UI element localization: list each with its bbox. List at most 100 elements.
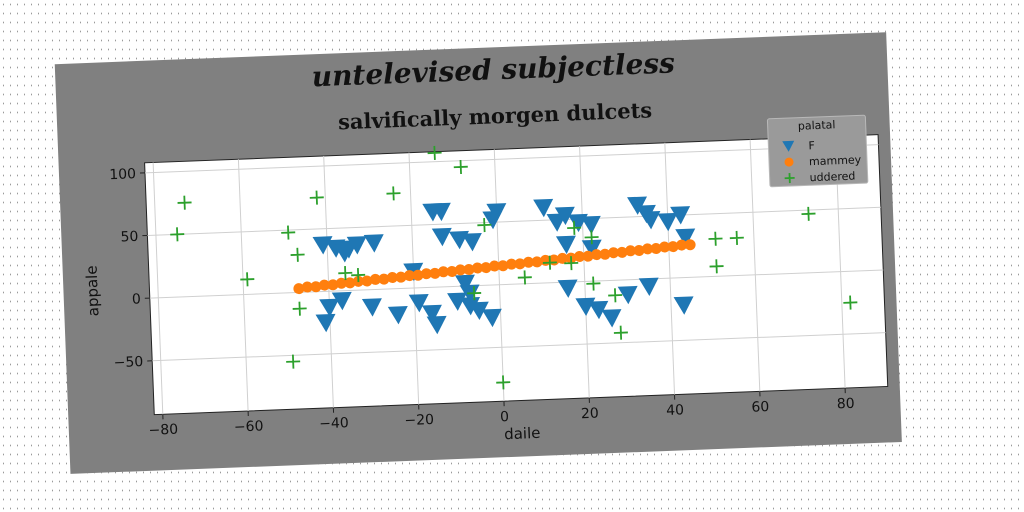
- data-point: [477, 218, 492, 233]
- data-point: [240, 272, 255, 287]
- y-tick-label: 100: [109, 166, 136, 183]
- data-point: [531, 256, 543, 268]
- legend-marker: [782, 140, 795, 152]
- data-point: [293, 283, 305, 295]
- data-point: [574, 251, 586, 263]
- data-point: [633, 244, 645, 256]
- data-point: [670, 206, 691, 225]
- x-grid-line: [237, 159, 249, 412]
- x-grid-line: [579, 146, 590, 398]
- data-point: [564, 256, 579, 271]
- data-point: [522, 256, 534, 268]
- data-point: [608, 247, 620, 259]
- data-point: [430, 202, 451, 222]
- y-grid-line: [149, 269, 884, 299]
- data-point: [586, 276, 601, 291]
- data-point: [801, 206, 816, 221]
- x-tick-label: 20: [581, 406, 599, 423]
- data-point: [431, 227, 452, 247]
- data-point: [613, 325, 628, 340]
- x-tick-label: 60: [751, 399, 769, 416]
- data-point: [729, 230, 744, 245]
- data-point: [286, 354, 301, 369]
- data-point: [517, 270, 532, 285]
- data-point: [437, 266, 449, 278]
- data-point: [514, 258, 526, 270]
- data-point: [447, 292, 468, 311]
- data-point: [460, 296, 481, 316]
- data-point: [344, 277, 356, 289]
- data-point: [412, 269, 424, 281]
- data-point: [480, 262, 492, 274]
- data-point: [467, 286, 482, 301]
- data-point: [557, 252, 569, 264]
- data-point: [351, 268, 366, 283]
- data-point: [335, 277, 347, 289]
- data-point: [625, 245, 637, 257]
- data-point: [177, 195, 192, 210]
- data-point: [667, 241, 679, 253]
- data-point: [454, 274, 475, 293]
- series-F: [312, 196, 696, 335]
- data-point: [675, 228, 696, 247]
- data-point: [361, 275, 373, 287]
- data-point: [542, 255, 557, 270]
- data-point: [599, 248, 611, 260]
- data-point: [346, 236, 367, 255]
- data-point: [638, 277, 659, 296]
- x-grid-line: [493, 149, 505, 402]
- x-grid-line: [749, 139, 761, 392]
- data-point: [386, 186, 401, 201]
- data-point: [301, 281, 313, 293]
- series-uddered: [170, 145, 858, 390]
- data-point: [617, 285, 638, 305]
- data-point: [591, 249, 603, 261]
- data-point: [650, 243, 662, 255]
- data-point: [505, 258, 517, 270]
- legend-label: mammey: [809, 153, 862, 168]
- data-point: [315, 313, 336, 333]
- x-grid-line: [152, 162, 164, 415]
- y-tick-label: 50: [120, 229, 138, 246]
- data-point: [659, 241, 671, 253]
- data-point: [170, 227, 185, 242]
- data-point: [429, 267, 441, 279]
- x-tick-label: 0: [500, 409, 510, 425]
- data-point: [468, 301, 489, 321]
- data-point: [581, 239, 602, 259]
- y-axis-label: appale: [83, 265, 103, 316]
- data-point: [584, 230, 599, 245]
- data-point: [533, 198, 554, 218]
- data-point: [386, 272, 398, 284]
- x-axis-ticks: −80 −60 −40 −20 0 20 40 60 80: [148, 388, 855, 439]
- x-tick-label: −80: [148, 422, 178, 439]
- legend-marker: [784, 173, 795, 184]
- data-point: [843, 295, 858, 310]
- data-point: [310, 281, 322, 293]
- data-point: [497, 260, 509, 272]
- data-point: [588, 300, 609, 320]
- data-point: [673, 296, 694, 315]
- data-point: [421, 304, 442, 324]
- data-point: [361, 298, 382, 317]
- x-tick-label: −40: [319, 415, 349, 432]
- data-points: [170, 145, 858, 390]
- x-grid-line: [664, 142, 676, 395]
- data-point: [427, 145, 442, 160]
- data-point: [608, 288, 623, 303]
- data-point: [580, 215, 601, 235]
- data-point: [378, 273, 390, 285]
- x-tick-label: 40: [666, 402, 684, 419]
- data-point: [684, 239, 696, 251]
- data-point: [676, 239, 688, 251]
- data-point: [290, 247, 305, 262]
- data-point: [557, 279, 578, 298]
- data-point: [369, 273, 381, 285]
- data-point: [496, 375, 511, 390]
- data-point: [338, 266, 353, 281]
- legend-label: uddered: [809, 170, 855, 185]
- y-tick-label: −50: [113, 354, 143, 371]
- data-point: [403, 270, 415, 282]
- data-point: [657, 212, 678, 232]
